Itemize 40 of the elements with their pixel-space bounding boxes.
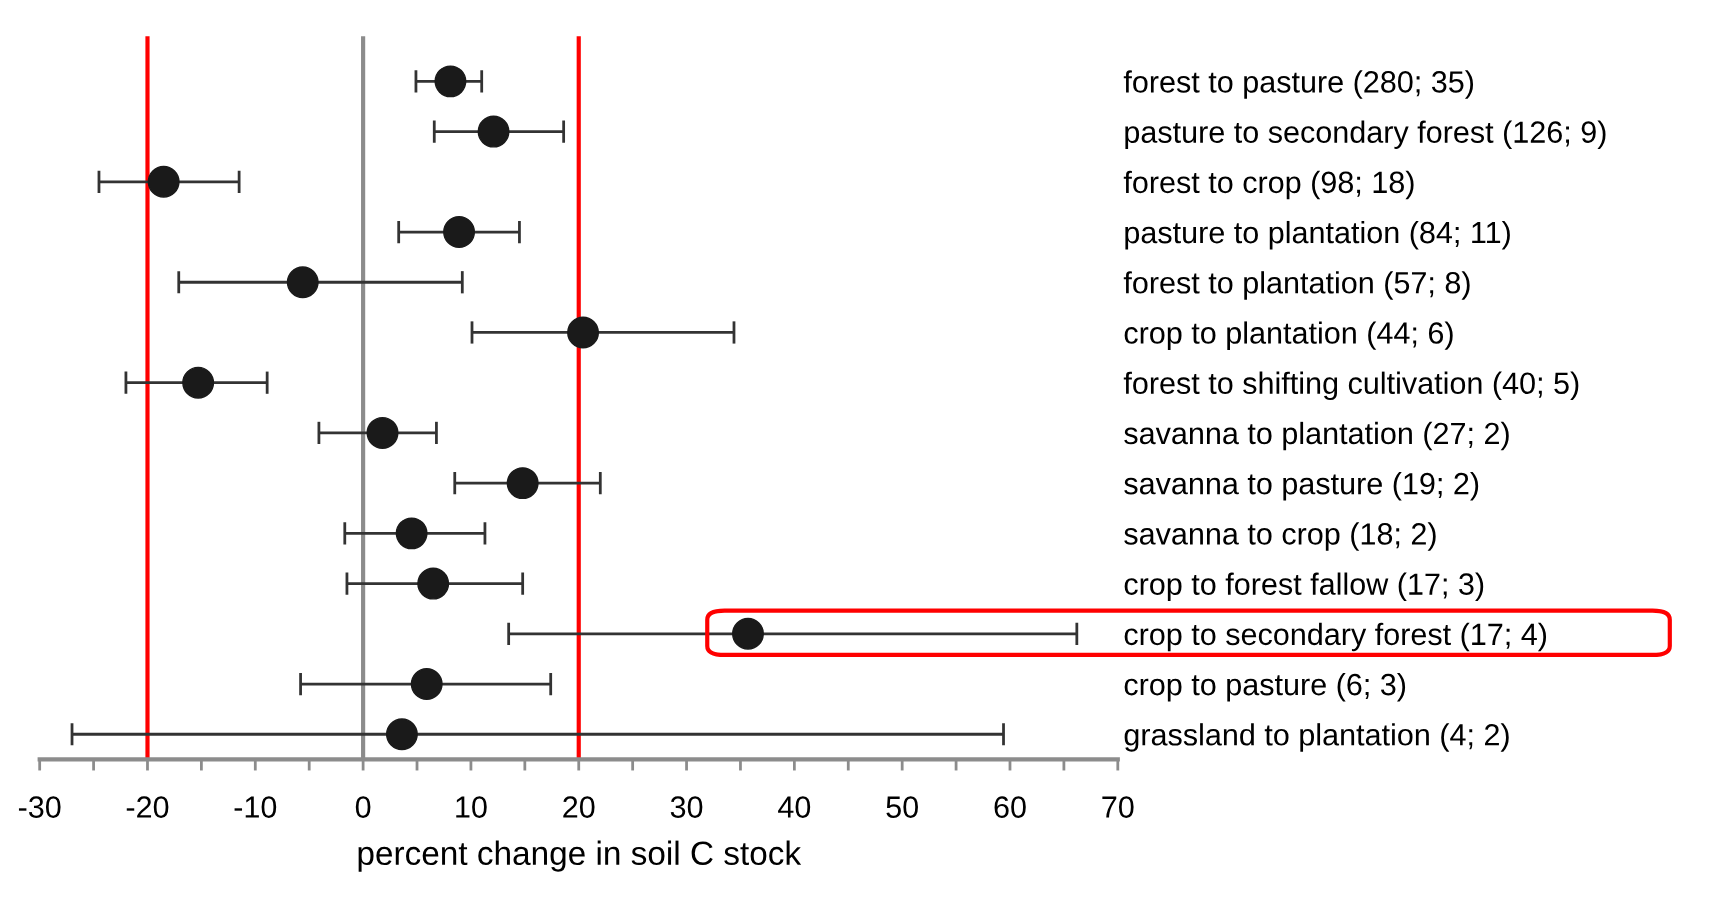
point — [385, 718, 418, 751]
point — [395, 517, 428, 550]
x-tick-label: 30 — [670, 796, 703, 818]
point — [443, 216, 476, 248]
x-tick-label: 40 — [778, 796, 811, 818]
point — [732, 617, 764, 650]
x-tick-label: -30 — [18, 796, 61, 818]
x-tick-label: -10 — [234, 796, 277, 818]
y-tick-label: forest to pasture (280; 35) — [1123, 70, 1474, 99]
x-axis-title: percent change in soil C stock — [358, 840, 802, 872]
point — [434, 65, 467, 98]
y-tick-label: crop to pasture (6; 3) — [1124, 672, 1406, 702]
x-tick-label: 70 — [1102, 796, 1134, 818]
y-tick-label: forest to plantation (57; 8) — [1123, 271, 1470, 300]
y-tick-label: savanna to pasture (19; 2) — [1124, 472, 1479, 501]
y-tick-label: crop to secondary forest (17; 4) — [1124, 622, 1547, 652]
y-tick-label: pasture to secondary forest (126; 9) — [1125, 120, 1606, 149]
point — [567, 316, 600, 349]
point — [366, 416, 399, 449]
x-tick-label: 0 — [355, 796, 371, 818]
x-tick-label: 10 — [456, 796, 487, 818]
y-tick-label: savanna to plantation (27; 2) — [1124, 421, 1509, 451]
point — [182, 366, 215, 399]
y-tick-label: pasture to plantation (84; 11) — [1125, 220, 1510, 250]
y-tick-label: crop to plantation (44; 6) — [1124, 321, 1453, 350]
point — [147, 165, 180, 198]
point — [477, 115, 510, 148]
y-tick-label: forest to crop (98; 18) — [1123, 170, 1414, 200]
point — [410, 668, 443, 700]
x-tick-label: 60 — [994, 796, 1026, 818]
x-tick-label: 50 — [886, 796, 918, 818]
point — [417, 567, 450, 600]
y-tick-label: forest to shifting cultivation (40; 5) — [1123, 371, 1579, 401]
x-tick-label: 20 — [563, 796, 595, 818]
point — [506, 467, 539, 500]
y-tick-label: grassland to plantation (4; 2) — [1124, 723, 1509, 752]
y-tick-label: savanna to crop (18; 2) — [1124, 522, 1436, 551]
y-tick-label: crop to forest fallow (17; 3) — [1124, 572, 1484, 601]
x-tick-label: -20 — [126, 796, 169, 818]
point — [286, 266, 319, 299]
